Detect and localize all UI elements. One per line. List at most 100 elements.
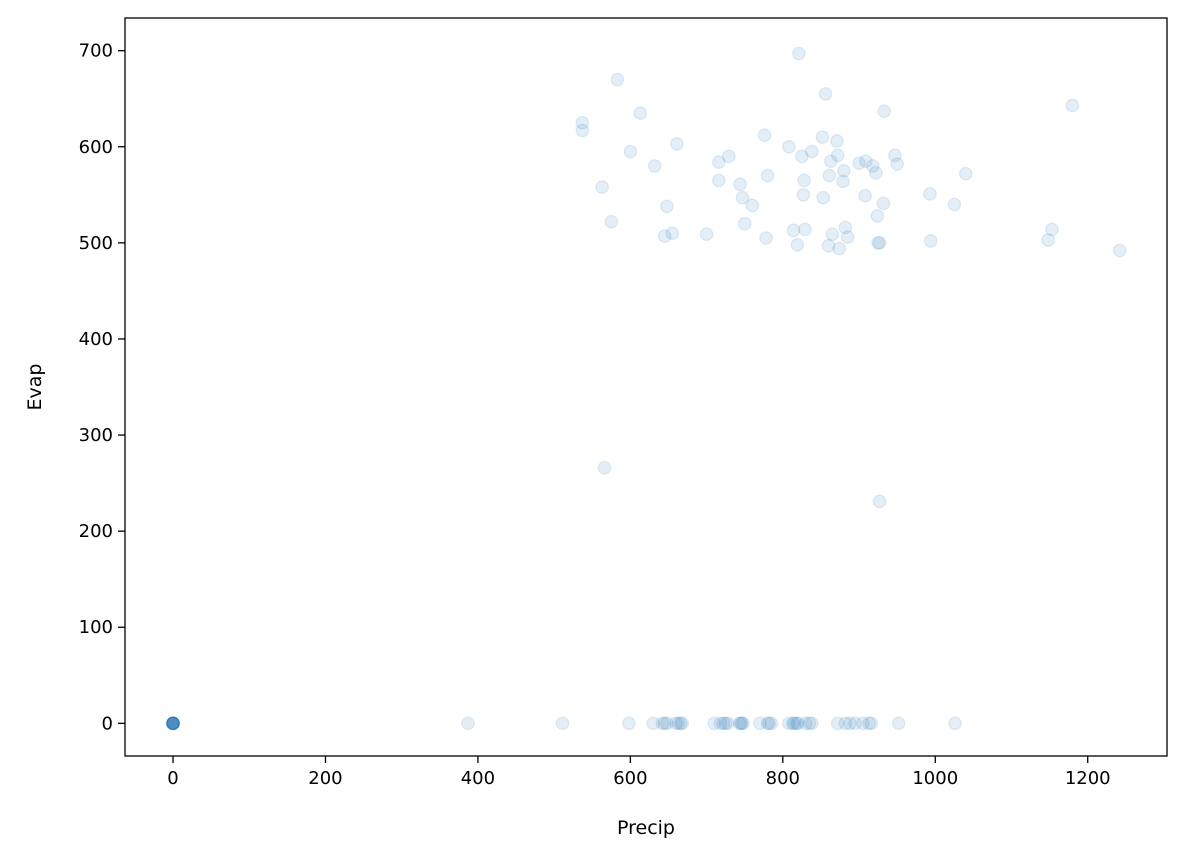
data-point-73 [757,128,772,143]
data-point-114 [958,166,973,181]
data-point-41 [798,716,813,731]
data-point-107 [876,196,891,211]
data-point-85 [815,130,830,145]
data-point-108 [877,104,892,119]
data-point-80 [795,149,809,164]
data-point-92 [830,134,844,148]
x-tick-label: 800 [766,768,800,789]
data-point-113 [947,197,962,212]
data-point-7 [166,716,180,731]
plot-frame [124,17,1168,757]
data-point-20 [671,716,686,731]
data-points [166,46,1127,731]
data-point-33 [760,716,775,731]
data-point-52 [948,716,962,731]
data-point-86 [816,190,831,205]
data-point-42 [802,716,817,731]
data-point-117 [1065,98,1080,113]
data-point-3 [166,716,180,731]
data-point-100 [858,188,873,203]
data-point-54 [575,123,590,138]
data-point-22 [675,716,690,731]
data-point-5 [166,716,180,731]
data-point-71 [737,216,752,231]
data-point-118 [1112,243,1127,258]
y-axis-label: Evap [24,364,46,411]
data-point-18 [660,716,674,731]
data-point-93 [830,148,845,163]
data-point-35 [764,716,779,731]
y-tick-label: 600 [79,137,113,158]
data-point-0 [166,716,180,731]
x-axis-label: Precip [617,817,675,839]
data-point-50 [864,716,879,731]
data-point-23 [707,716,722,731]
data-point-27 [721,716,735,731]
data-point-64 [670,137,684,151]
data-point-91 [825,227,840,242]
data-point-70 [735,190,750,205]
data-point-14 [621,716,636,731]
x-axis-ticks: 0 200 400 600 800 1000 1200 [167,756,1111,789]
y-axis-ticks: 0 100 200 300 400 500 600 700 [79,41,125,734]
y-tick-label: 200 [79,521,113,542]
data-point-58 [623,144,638,159]
data-point-29 [734,716,748,731]
data-point-25 [716,716,731,731]
data-point-83 [798,222,812,237]
data-point-109 [888,148,902,163]
data-point-112 [923,234,938,248]
data-point-21 [673,716,688,731]
data-point-16 [655,716,670,731]
data-point-34 [762,716,776,731]
data-point-56 [604,214,619,229]
data-point-36 [782,716,796,731]
data-point-1 [166,716,180,731]
y-tick-label: 400 [79,329,113,350]
y-tick-label: 700 [79,41,113,62]
data-point-17 [657,716,672,731]
data-point-74 [759,231,773,245]
data-point-66 [711,155,726,169]
data-point-53 [575,115,590,130]
y-tick-label: 500 [79,233,113,254]
x-tick-label: 200 [308,768,342,789]
data-point-13 [555,716,570,731]
data-point-115 [1041,233,1055,247]
data-point-30 [734,716,749,731]
data-point-90 [823,154,838,169]
data-point-98 [840,230,855,244]
x-tick-label: 400 [461,768,495,789]
data-point-68 [721,149,736,164]
data-point-81 [796,187,811,202]
data-point-75 [760,168,775,183]
data-point-15 [646,716,661,731]
data-point-8 [166,716,180,731]
data-point-12 [461,716,475,731]
data-point-39 [789,716,804,731]
data-point-31 [736,716,751,731]
data-point-45 [838,716,853,731]
data-point-111 [923,187,937,201]
x-tick-label: 0 [167,768,178,789]
data-point-43 [804,716,819,731]
data-point-106 [872,236,887,250]
data-point-49 [862,716,876,731]
data-point-110 [890,157,905,171]
data-point-2 [166,716,180,731]
y-tick-label: 0 [102,713,113,734]
data-point-57 [610,72,625,87]
data-point-78 [790,237,805,252]
data-point-79 [791,46,806,61]
data-point-72 [745,198,760,213]
data-point-28 [732,716,747,731]
data-point-104 [870,209,885,223]
data-point-77 [786,223,801,238]
data-point-11 [166,716,180,731]
data-point-40 [791,716,805,731]
data-point-94 [832,241,847,256]
data-point-47 [848,716,863,731]
y-tick-label: 100 [79,617,113,638]
